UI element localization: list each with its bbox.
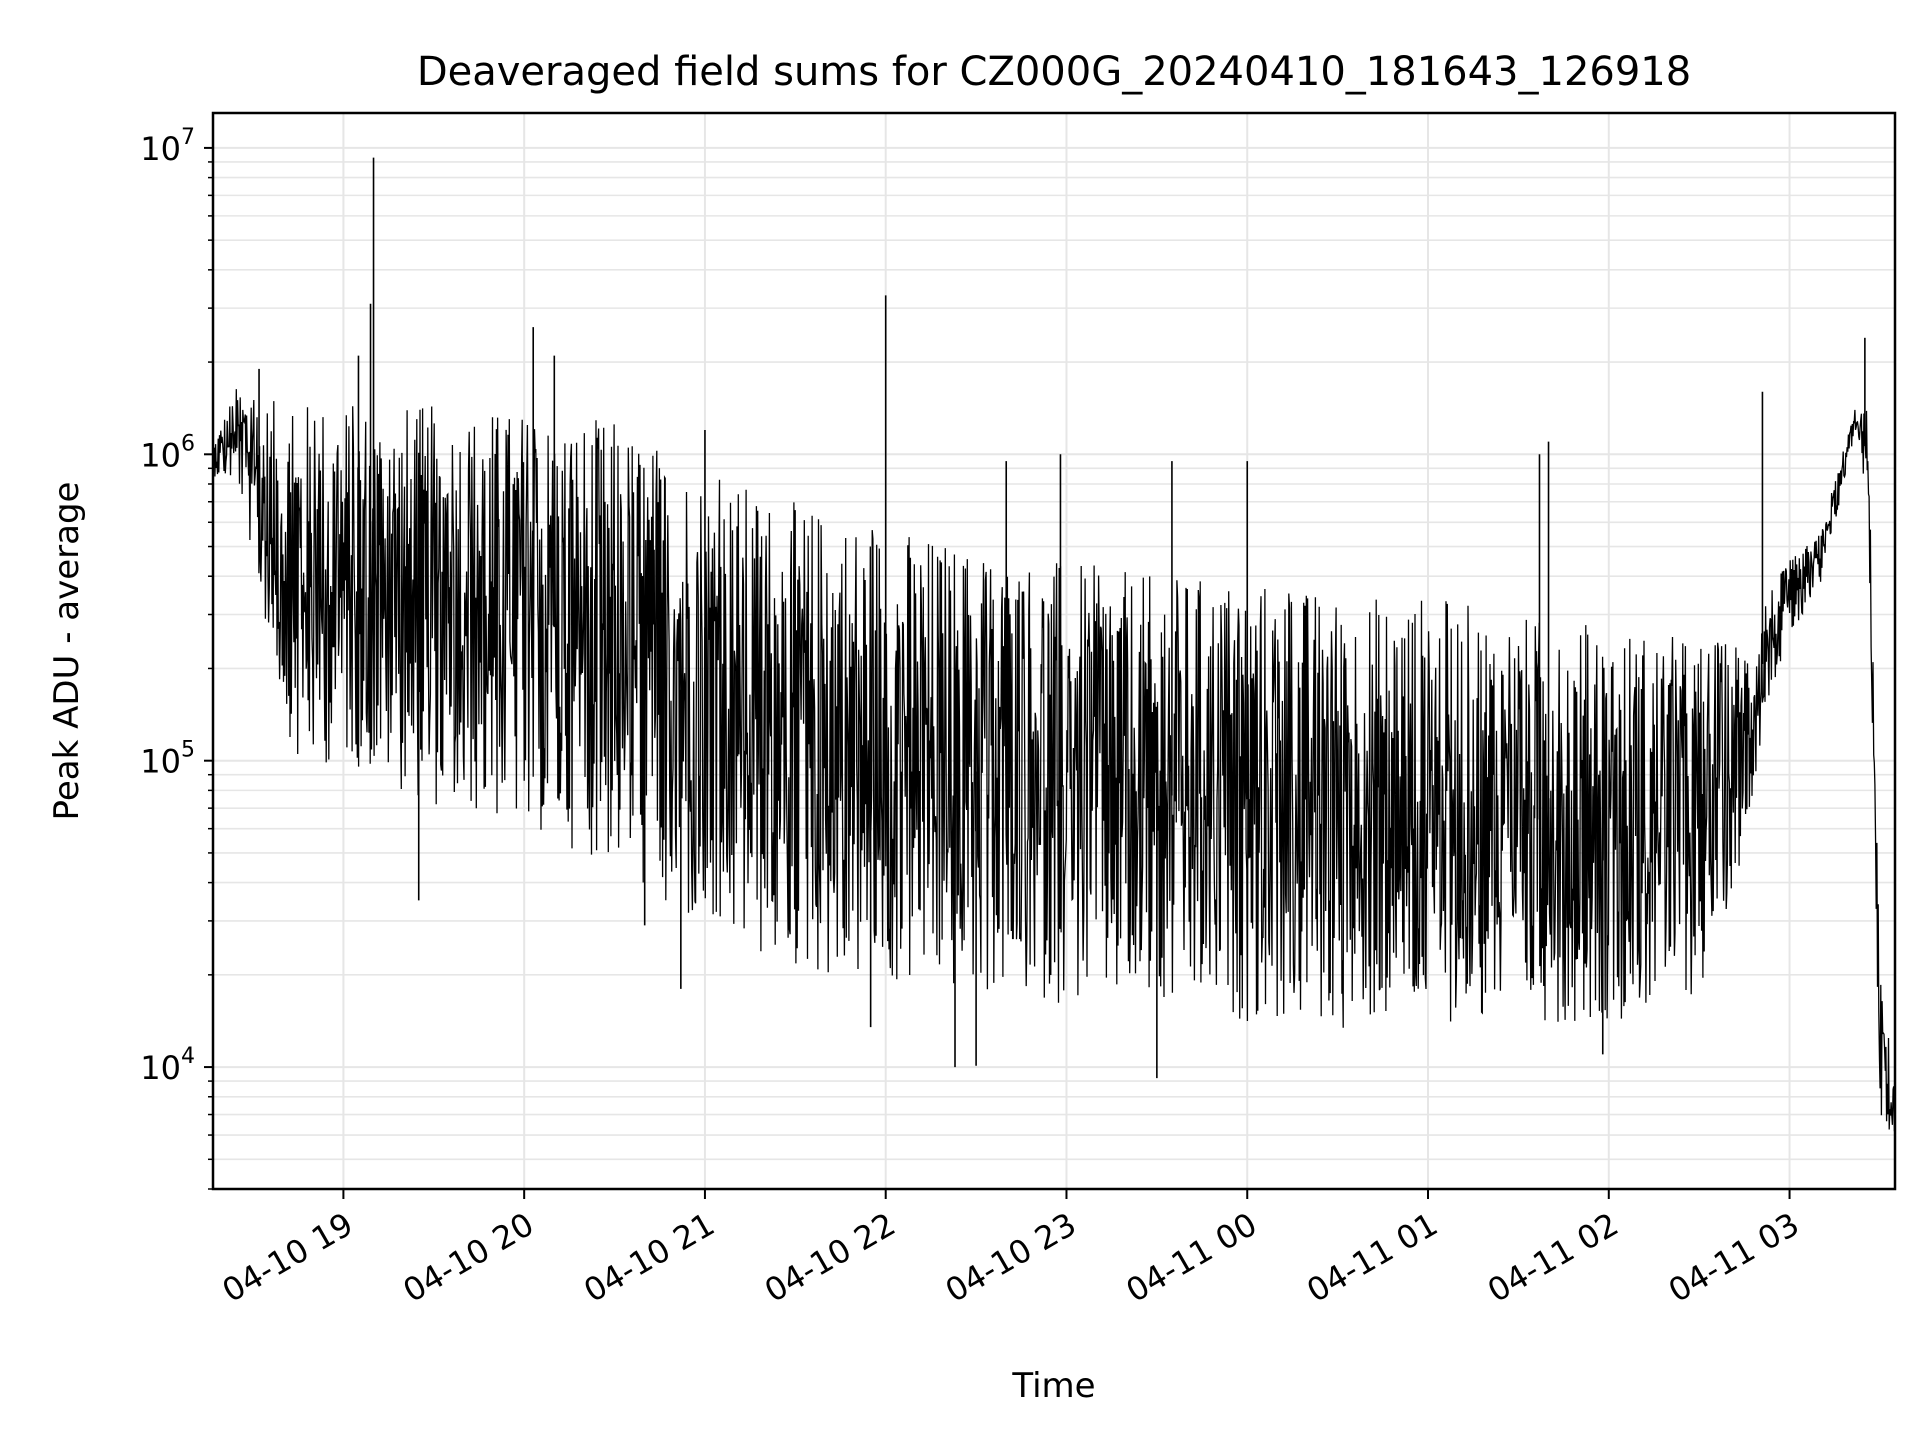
x-axis-label: Time (1011, 1366, 1095, 1406)
y-tick-base: 10 (140, 436, 181, 474)
y-tick-exponent: 7 (181, 125, 195, 150)
y-tick-base: 10 (140, 1049, 181, 1087)
series-layer (212, 157, 1896, 1132)
chart-title: Deaveraged field sums for CZ000G_2024041… (417, 49, 1691, 95)
y-tick-base: 10 (140, 743, 181, 781)
y-axis-label: Peak ADU - average (47, 482, 87, 821)
y-tick-label: 106 (140, 431, 195, 474)
y-tick-label: 104 (140, 1044, 195, 1087)
y-tick-exponent: 5 (181, 738, 195, 763)
plot-frame (211, 111, 1897, 1191)
y-tick-label: 107 (140, 125, 195, 168)
y-tick-base: 10 (140, 130, 181, 168)
y-tick-exponent: 4 (181, 1044, 195, 1069)
series-line (212, 389, 1896, 1132)
y-tick-label: 105 (140, 738, 195, 781)
y-tick-exponent: 6 (181, 431, 195, 456)
